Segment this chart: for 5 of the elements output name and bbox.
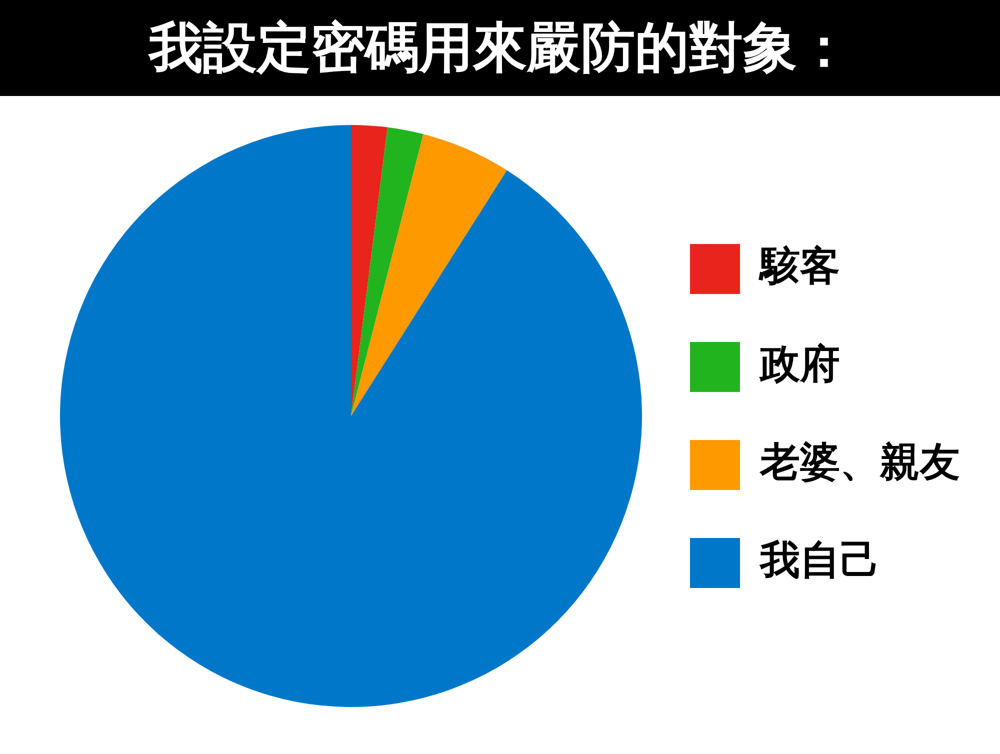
legend-label: 政府 [759,341,840,388]
legend-label: 我自己 [759,537,880,584]
legend-label: 駭客 [758,243,840,290]
legend-label: 老婆、親友 [759,439,960,486]
chart-title: 我設定密碼用來嚴防的對象： [0,0,1000,96]
